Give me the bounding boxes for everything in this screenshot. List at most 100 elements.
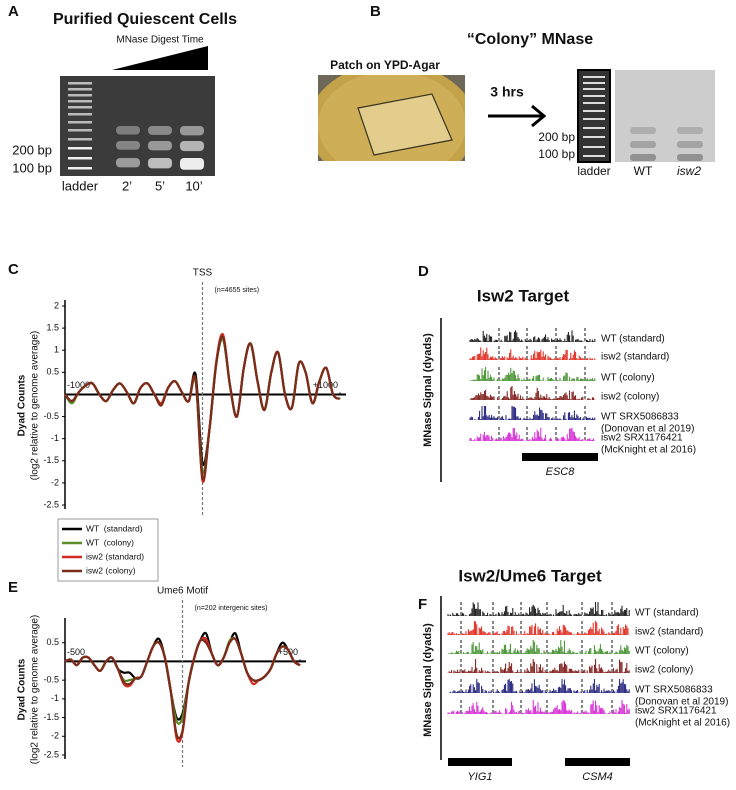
y-tick-label: 0.5	[46, 367, 59, 377]
y-tick-label: -0.5	[43, 411, 59, 421]
gene-label: CSM4	[582, 771, 613, 783]
track-label: (McKnight et al 2016)	[601, 445, 696, 456]
gel-band	[677, 141, 703, 148]
y-axis-subtitle: (log2 relative to genome average)	[30, 615, 41, 765]
gene-bar	[522, 453, 598, 461]
gel-band	[116, 126, 140, 135]
ladder-band	[583, 102, 605, 104]
ladder-band	[68, 106, 92, 109]
y-tick-label: -0.5	[43, 675, 59, 685]
panel-letter: F	[418, 596, 427, 613]
gel-band	[180, 126, 204, 136]
panel-letter: D	[418, 263, 429, 280]
y-tick-label: -1.5	[43, 455, 59, 465]
y-tick-label: -1.5	[43, 712, 59, 722]
gel-band	[630, 141, 656, 148]
lane-label: WT	[634, 164, 653, 178]
y-tick-label: -2	[51, 731, 59, 741]
ladder-band	[583, 95, 605, 97]
gel-band	[180, 141, 204, 152]
gel-band	[116, 141, 140, 150]
gel-b	[615, 70, 715, 162]
gel-band	[180, 158, 204, 170]
track-label: isw2 SRX1176421	[601, 433, 683, 444]
track-axis-label: MNase Signal (dyads)	[422, 333, 434, 447]
series-line	[64, 637, 301, 740]
panel-letter: E	[8, 579, 18, 596]
marker-label: 100 bp	[538, 147, 575, 161]
ladder-band	[68, 113, 92, 116]
lane-label: 10’	[185, 178, 202, 193]
track-signal	[447, 700, 630, 714]
track-signal	[469, 427, 596, 441]
site-count: (n=202 intergenic sites)	[195, 605, 268, 612]
y-axis-title: Dyad Counts	[17, 374, 28, 436]
track-label: isw2 SRX1176421	[635, 706, 717, 717]
track-label: isw2 (colony)	[601, 392, 659, 403]
gel-band	[630, 127, 656, 134]
legend-label: isw2 (colony)	[86, 565, 136, 575]
panel-title: Isw2 Target	[477, 286, 570, 305]
photo-label: Patch on YPD-Agar	[330, 58, 440, 72]
center-label: Ume6 Motif	[157, 586, 208, 597]
lane-label: ladder	[577, 164, 610, 178]
lane-label: isw2	[677, 164, 701, 178]
track-signal	[447, 659, 630, 673]
y-tick-label: 2	[54, 300, 59, 310]
ladder-band	[68, 88, 92, 91]
track-signal	[469, 406, 596, 420]
legend-label: WT (standard)	[86, 523, 143, 533]
ladder-band	[583, 88, 605, 90]
y-tick-label: 1.5	[46, 322, 59, 332]
ladder-band	[583, 76, 605, 78]
legend-label: isw2 (standard)	[86, 551, 144, 561]
ladder-band	[583, 136, 605, 138]
x-tick-label: -1000	[67, 380, 90, 390]
gel-band	[148, 141, 172, 151]
x-tick-label: +500	[278, 647, 298, 657]
ladder-band	[68, 129, 92, 132]
y-tick-label: 1	[54, 345, 59, 355]
y-axis-title: Dyad Counts	[17, 658, 28, 720]
y-tick-label: -1	[51, 693, 59, 703]
ladder-band	[68, 94, 92, 97]
gene-label: YIG1	[467, 771, 492, 783]
track-label: WT (colony)	[635, 646, 689, 657]
track-label: WT (standard)	[601, 334, 665, 345]
marker-label: 200 bp	[12, 142, 52, 157]
y-tick-label: -1	[51, 433, 59, 443]
ladder-band	[68, 121, 92, 124]
track-axis-label: MNase Signal (dyads)	[422, 623, 434, 737]
ladder-band	[583, 155, 605, 157]
y-axis-subtitle: (log2 relative to genome average)	[30, 331, 41, 481]
ladder-band	[583, 82, 605, 84]
track-label: WT (colony)	[601, 373, 655, 384]
panel-letter: A	[8, 3, 19, 20]
marker-label: 100 bp	[12, 160, 52, 175]
marker-label: 200 bp	[538, 130, 575, 144]
gel-band	[677, 154, 703, 161]
site-count: (n=4655 sites)	[215, 287, 260, 294]
track-signal	[469, 386, 596, 400]
track-label: isw2 (standard)	[601, 352, 669, 363]
lane-label: 2’	[122, 178, 132, 193]
track-signal	[469, 330, 596, 342]
series-line	[64, 335, 341, 481]
panel-title: Purified Quiescent Cells	[53, 11, 237, 28]
track-label: (Donovan et al 2019)	[635, 697, 728, 708]
arrow-label: 3 hrs	[490, 84, 524, 100]
track-label: WT SRX5086833	[635, 685, 713, 696]
ladder-band	[68, 147, 92, 150]
track-signal	[447, 621, 630, 635]
gel-band	[148, 126, 172, 135]
y-tick-label: -2.5	[43, 499, 59, 509]
ladder-band	[583, 118, 605, 120]
ladder-band	[68, 157, 92, 160]
ladder-band	[583, 110, 605, 112]
gradient-triangle	[112, 46, 208, 70]
track-signal	[469, 367, 596, 381]
track-label: WT (standard)	[635, 608, 699, 619]
track-signal	[469, 347, 596, 360]
panel-letter: B	[370, 3, 381, 20]
